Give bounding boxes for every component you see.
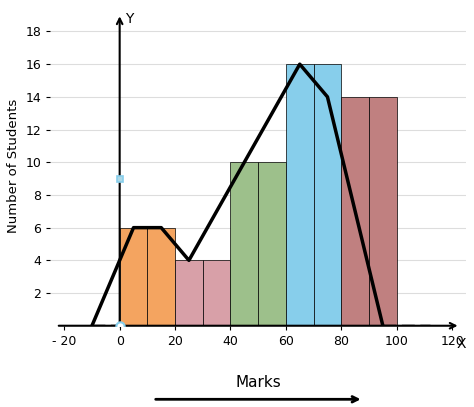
Bar — [258, 162, 286, 326]
Bar — [286, 64, 314, 326]
Bar — [119, 228, 147, 326]
Bar — [341, 97, 369, 326]
Text: Marks: Marks — [235, 375, 281, 390]
Bar — [147, 228, 175, 326]
Bar — [314, 64, 341, 326]
Bar — [203, 260, 230, 326]
Text: Y: Y — [125, 12, 134, 26]
Bar — [369, 97, 397, 326]
Text: X: X — [457, 337, 466, 351]
Bar — [175, 260, 203, 326]
Y-axis label: Number of Students: Number of Students — [7, 99, 20, 234]
Bar — [230, 162, 258, 326]
